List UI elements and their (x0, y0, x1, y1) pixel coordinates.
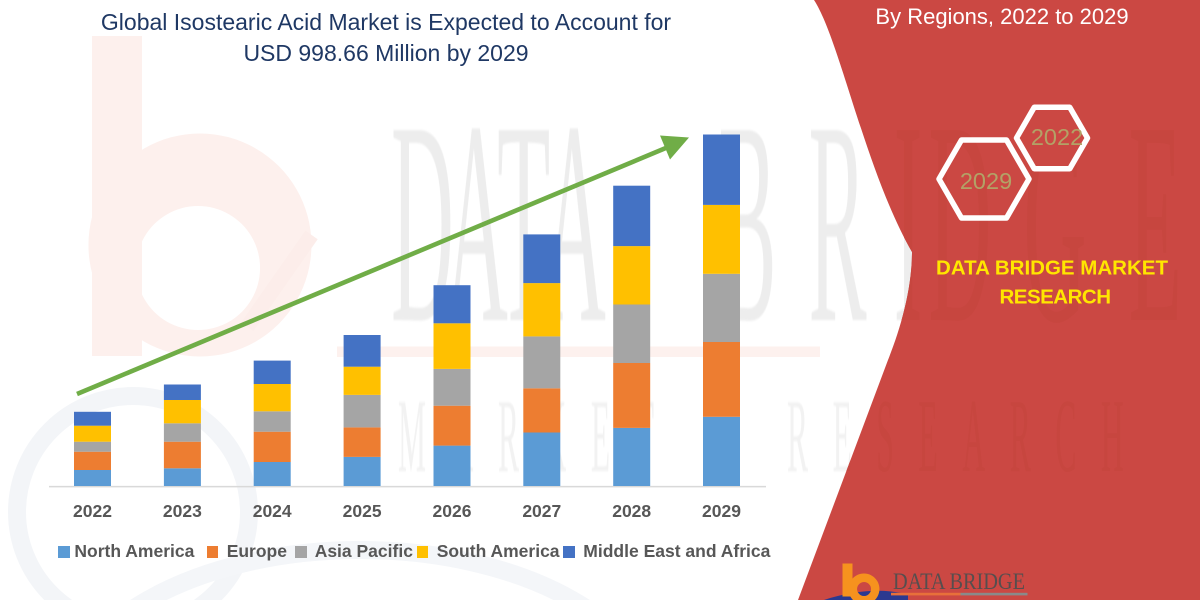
svg-text:2022: 2022 (1031, 124, 1083, 150)
svg-text:DATA BRIDGE: DATA BRIDGE (893, 569, 1025, 594)
svg-text:DATA BRIDGE MARKET: DATA BRIDGE MARKET (936, 257, 1168, 280)
svg-text:2029: 2029 (960, 168, 1012, 194)
svg-text:RESEARCH: RESEARCH (999, 286, 1110, 309)
svg-text:MARKET RESEARCH: MARKET RESEARCH (893, 597, 1048, 600)
